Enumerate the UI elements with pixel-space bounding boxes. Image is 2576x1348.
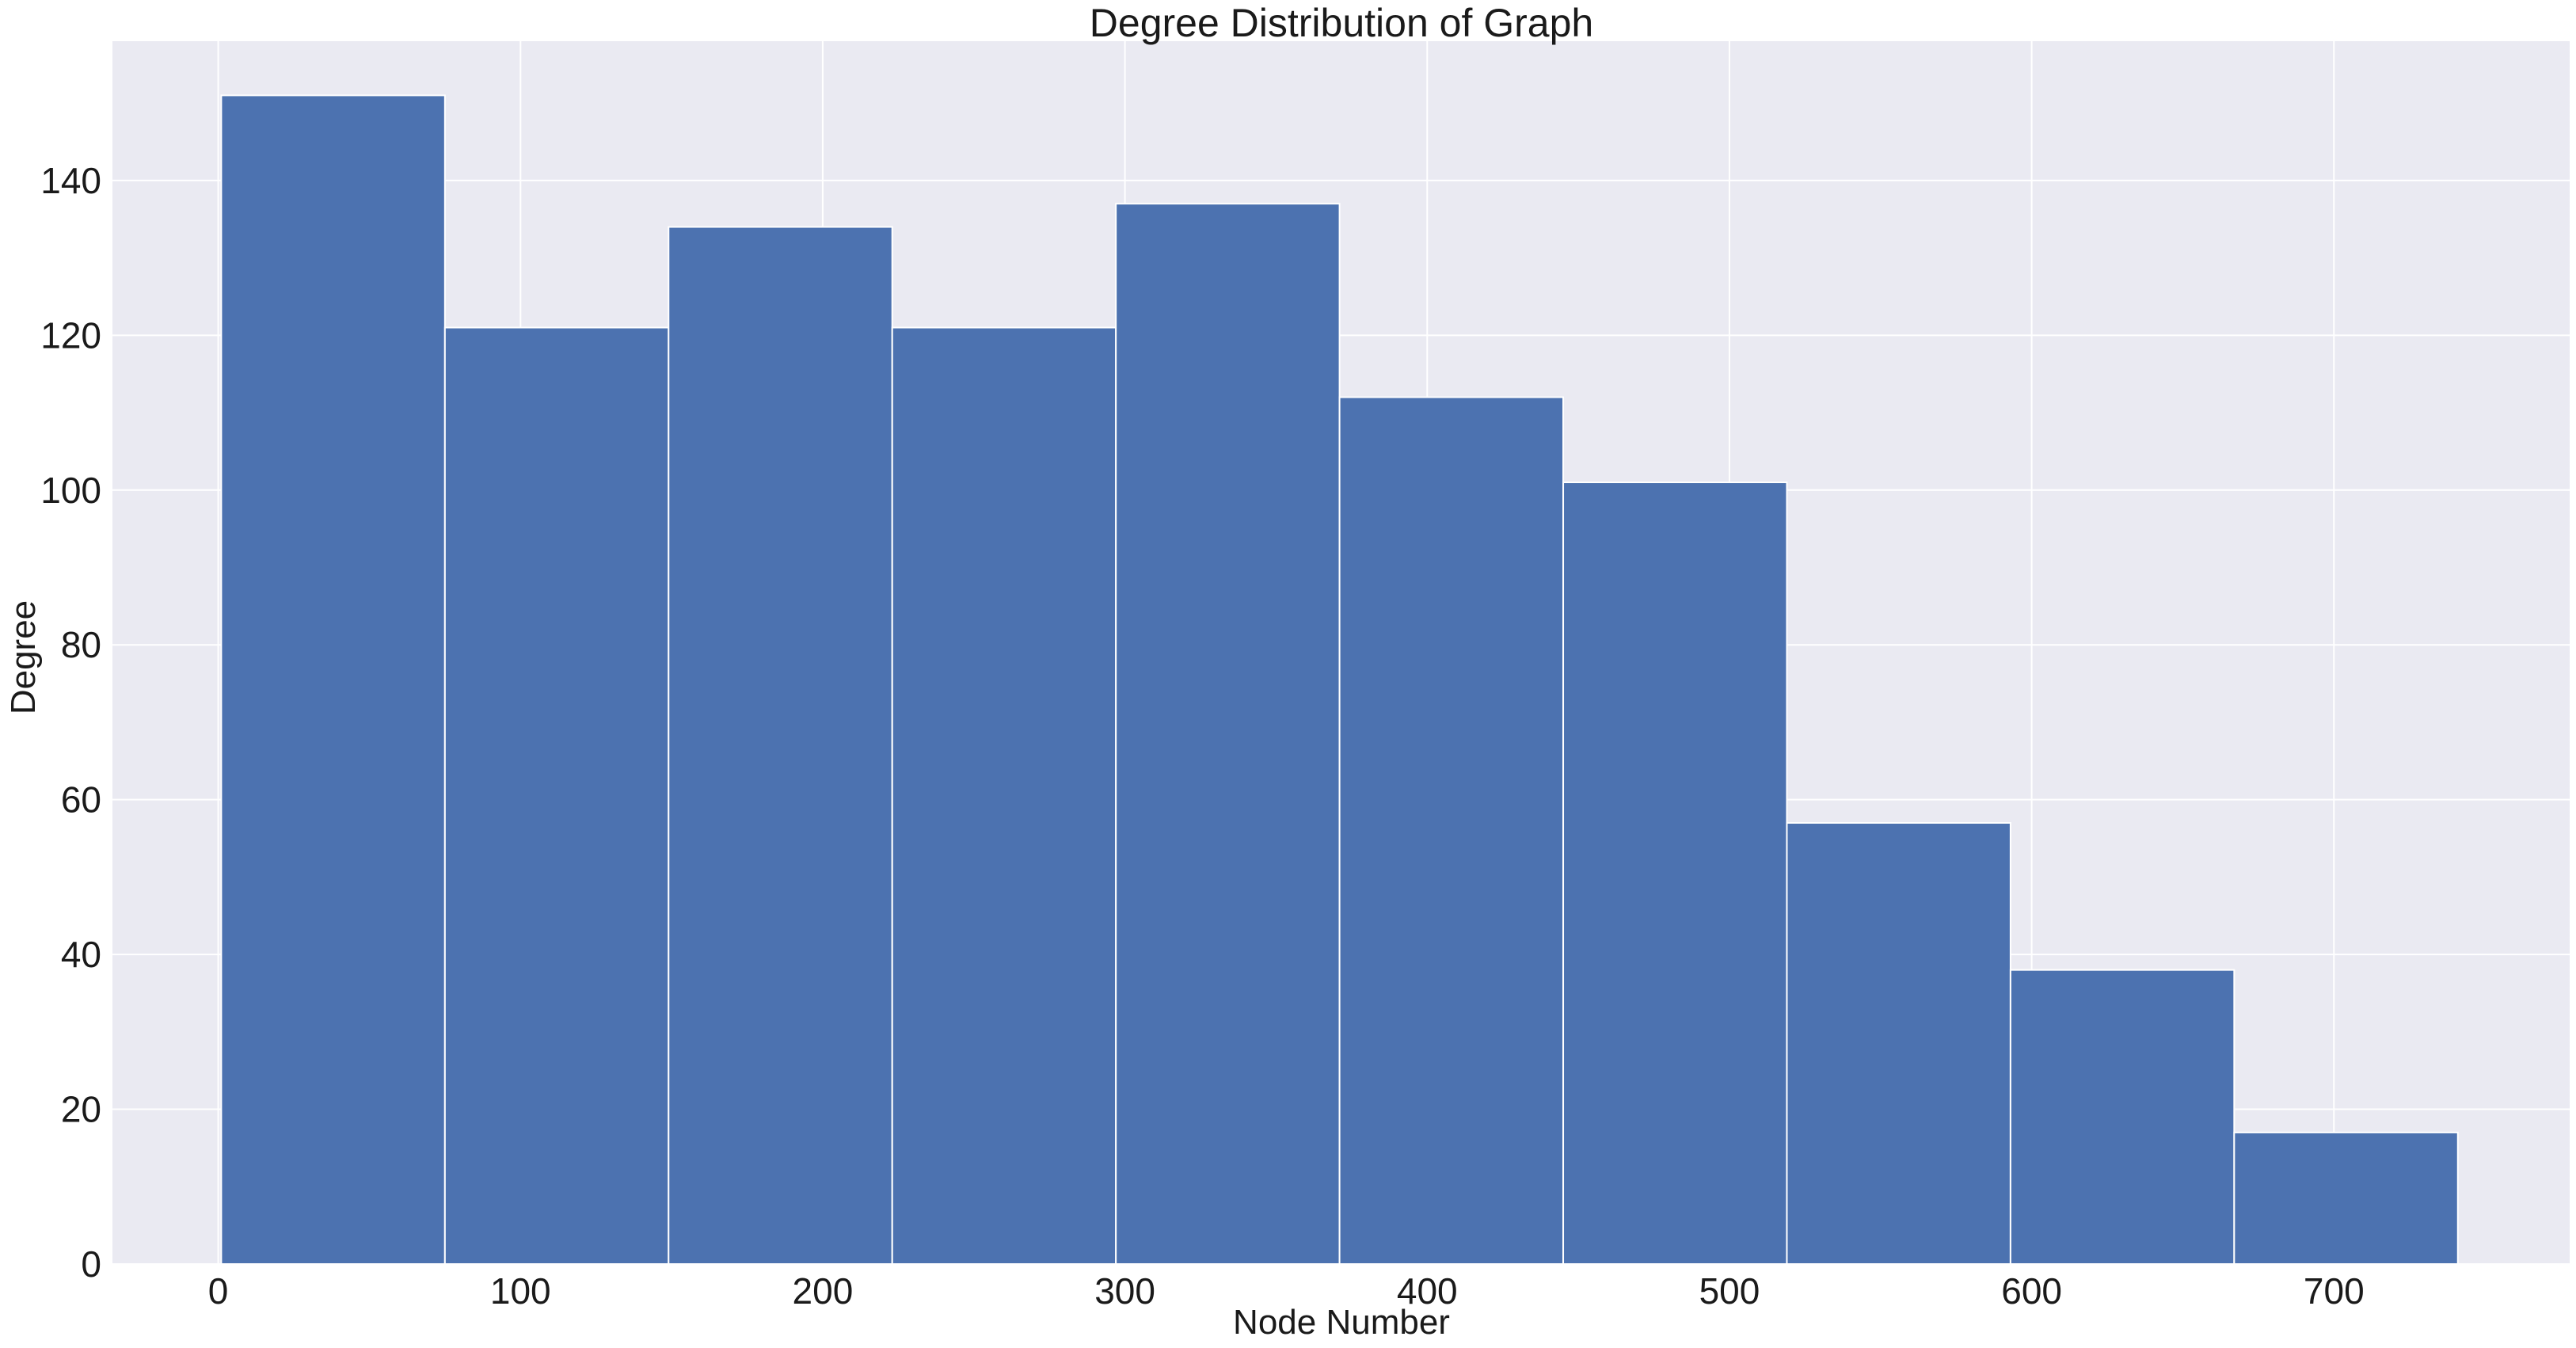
histogram-bar	[891, 326, 1117, 1266]
histogram-bar	[2233, 1131, 2459, 1265]
y-tick-label: 20	[61, 1089, 101, 1130]
y-tick-label: 0	[81, 1243, 101, 1285]
y-tick-label: 40	[61, 934, 101, 975]
histogram-bar	[1786, 821, 2011, 1265]
histogram-bars	[220, 94, 2459, 1266]
histogram-bar	[443, 326, 670, 1266]
x-tick-label: 500	[1699, 1270, 1760, 1312]
y-tick-label: 140	[40, 160, 101, 201]
histogram-bar	[1115, 203, 1341, 1265]
histogram-bar	[1338, 396, 1565, 1265]
x-tick-label: 0	[208, 1270, 229, 1312]
x-axis-ticks: 0 100 200 300 400 500 600 700	[208, 1270, 2365, 1312]
histogram-bar	[668, 226, 893, 1266]
x-axis-label: Node Number	[1233, 1303, 1450, 1342]
y-tick-label: 120	[40, 314, 101, 356]
x-tick-label: 300	[1094, 1270, 1155, 1312]
histogram-bar	[220, 94, 446, 1266]
x-tick-label: 200	[793, 1270, 854, 1312]
y-tick-label: 100	[40, 470, 101, 511]
y-axis-label: Degree	[4, 600, 43, 714]
x-tick-label: 700	[2304, 1270, 2365, 1312]
x-tick-label: 100	[490, 1270, 551, 1312]
x-tick-label: 400	[1397, 1270, 1458, 1312]
histogram-bar	[1562, 482, 1788, 1265]
x-tick-label: 600	[2001, 1270, 2062, 1312]
y-axis-ticks: 0 20 40 60 80 100 120 140	[40, 160, 101, 1285]
y-tick-label: 60	[61, 779, 101, 821]
y-tick-label: 80	[61, 624, 101, 665]
chart-title: Degree Distribution of Graph	[1090, 1, 1593, 45]
histogram-bar	[2009, 969, 2235, 1265]
